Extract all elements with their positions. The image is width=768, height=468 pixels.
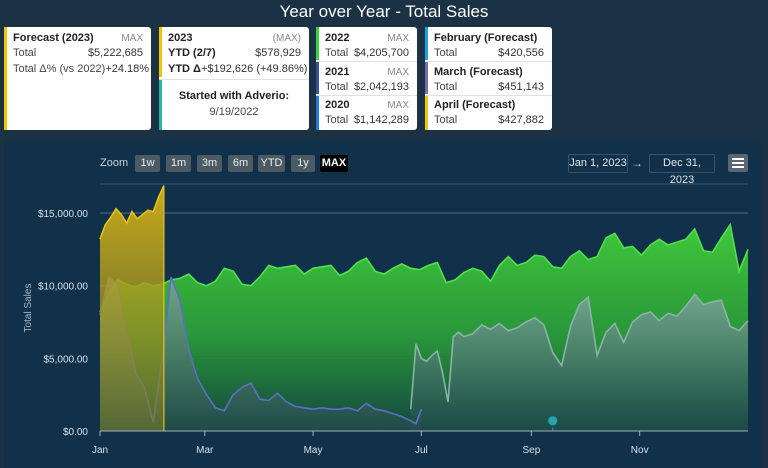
zoom-max-button[interactable]: MAX	[320, 155, 348, 172]
year-2020-color-bar	[316, 96, 319, 130]
month-apr-color-bar	[425, 96, 428, 130]
ytd-heading: 2023	[168, 32, 193, 44]
month-feb-value: $420,556	[498, 47, 544, 59]
forecast-card: Forecast (2023) MAX Total $5,222,685 Total…	[4, 27, 151, 130]
ytd-tag: (MAX)	[272, 33, 301, 44]
y-tick-label: $15,000.00	[38, 209, 88, 220]
forecast-tag: MAX	[121, 33, 143, 44]
ytd-value: $578,929	[255, 47, 301, 59]
year-2021-color-bar	[316, 62, 319, 94]
chart-menu-button[interactable]	[728, 154, 748, 172]
range-to-input[interactable]: Dec 31, 2023	[649, 154, 715, 186]
year-2021-heading: 2021	[325, 66, 350, 78]
series-forecast-area	[100, 185, 164, 431]
x-tick-label: Mar	[196, 445, 214, 456]
menu-icon	[732, 158, 744, 160]
range-arrow: →	[631, 156, 643, 170]
y-tick-label: $0.00	[63, 427, 88, 438]
zoom-1y-button[interactable]: 1y	[291, 155, 315, 172]
x-tick-label: May	[304, 445, 323, 456]
year-2020-value: $1,142,289	[353, 114, 409, 126]
forecast-heading: Forecast (2023)	[13, 32, 94, 44]
forecast-delta-value: +24.18%	[105, 63, 150, 75]
forecast-color-bar	[4, 27, 7, 130]
ytd-started-date: 9/19/2022	[209, 106, 259, 118]
range-from-input[interactable]: Jan 1, 2023	[568, 154, 628, 173]
x-tick-label: Nov	[631, 445, 649, 456]
year-2021-tag: MAX	[387, 67, 409, 78]
x-tick-label: Jul	[415, 445, 428, 456]
y-tick-label: $10,000.00	[38, 282, 88, 293]
month-mar-label: Total	[434, 81, 458, 93]
forecast-total-value: $5,222,685	[87, 47, 143, 59]
ytd-label: YTD (2/7)	[168, 47, 216, 59]
month-feb-label: Total	[434, 47, 458, 59]
years-card: 2022 MAX Total $4,205,700 2021 MAX Total $2,…	[316, 27, 417, 130]
series-2021-area	[410, 294, 748, 431]
forecast-total-label: Total	[13, 47, 37, 59]
year-2020-tag: MAX	[387, 100, 409, 111]
page-title: Year over Year - Total Sales	[279, 2, 489, 21]
forecast-delta-label: Total Δ% (vs 2022)	[13, 63, 106, 75]
month-feb-color-bar	[425, 27, 428, 60]
month-apr-heading: April (Forecast)	[434, 99, 516, 111]
year-2021-label: Total	[325, 81, 349, 93]
series-2021-area-line	[409, 293, 749, 410]
month-mar-color-bar	[425, 62, 428, 94]
year-2022-value: $4,205,700	[353, 47, 409, 59]
y-tick-label: $5,000.00	[44, 354, 89, 365]
year-2022-heading: 2022	[325, 32, 350, 44]
series-2022-area-line	[99, 222, 749, 313]
zoom-1m-button[interactable]: 1m	[166, 155, 191, 172]
year-2020-heading: 2020	[325, 99, 350, 111]
zoom-label: Zoom	[100, 157, 129, 169]
months-card: February (Forecast) Total $420,556 March …	[425, 27, 552, 130]
month-mar-value: $451,143	[498, 81, 544, 93]
year-2022-tag: MAX	[387, 33, 409, 44]
ytd-card: 2023 (MAX) YTD (2/7) $578,929 YTD Δ +$192,6…	[159, 27, 309, 130]
y-axis-label: Total Sales	[23, 284, 34, 333]
zoom-3m-button[interactable]: 3m	[197, 155, 222, 172]
year-2022-label: Total	[325, 47, 349, 59]
zoom-6m-button[interactable]: 6m	[228, 155, 253, 172]
x-tick-label: Jan	[92, 445, 108, 456]
menu-icon-line	[732, 166, 744, 168]
month-apr-value: $427,882	[498, 114, 544, 126]
menu-icon-line	[732, 162, 744, 164]
ytd-color-bar-2	[159, 79, 162, 130]
start-marker	[547, 415, 559, 427]
month-feb-heading: February (Forecast)	[434, 32, 538, 44]
year-2021-value: $2,042,193	[353, 81, 409, 93]
ytd-delta-label: YTD Δ	[168, 63, 201, 75]
zoom-ytd-button[interactable]: YTD	[258, 155, 285, 172]
ytd-color-bar	[159, 27, 162, 77]
month-apr-label: Total	[434, 114, 458, 126]
year-2022-color-bar	[316, 27, 319, 60]
ytd-delta-value: +$192,626 (+49.86%)	[200, 63, 308, 75]
ytd-started-label: Started with Adverio:	[178, 90, 290, 102]
series-forecast-area-line	[99, 185, 165, 240]
zoom-1w-button[interactable]: 1w	[135, 155, 160, 172]
month-mar-heading: March (Forecast)	[434, 66, 523, 78]
series-2020-area	[100, 277, 422, 431]
year-2020-label: Total	[325, 114, 349, 126]
x-tick-label: Sep	[523, 445, 541, 456]
